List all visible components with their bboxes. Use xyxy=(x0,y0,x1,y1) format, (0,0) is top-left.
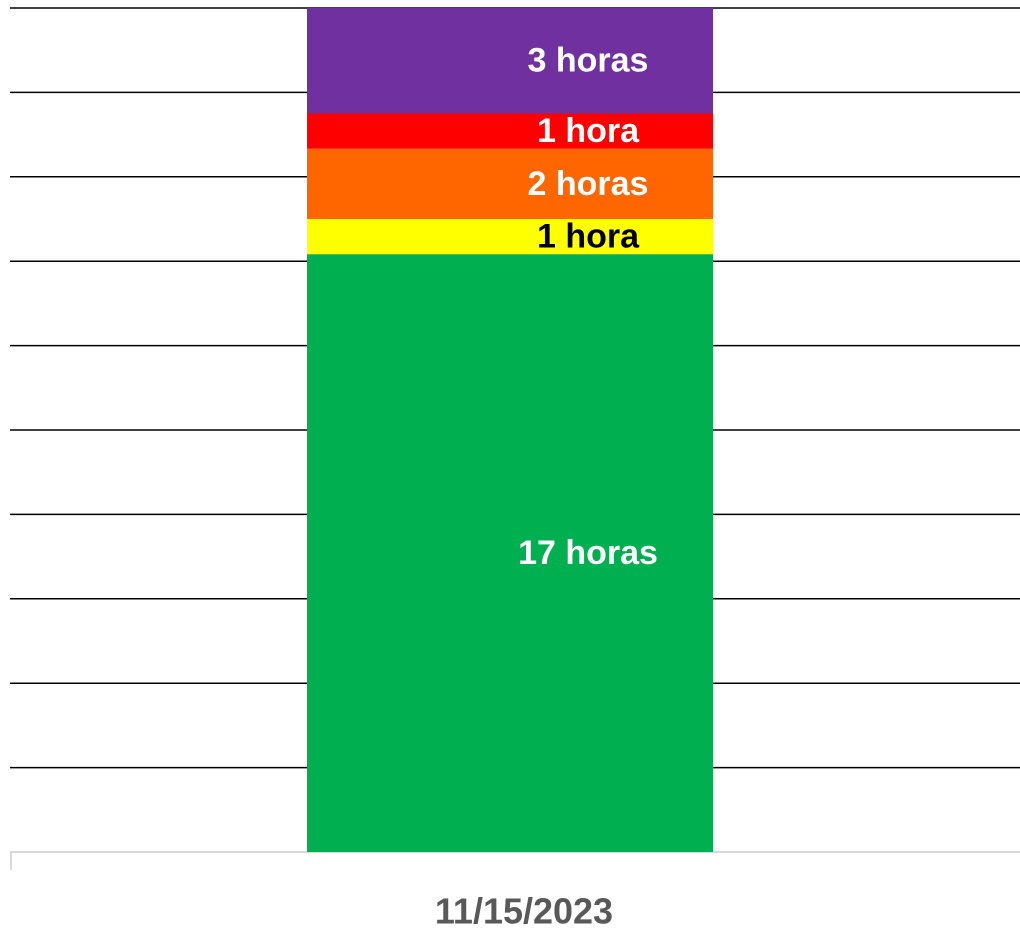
x-tick-label: 11/15/2023 xyxy=(435,891,613,932)
data-label: 17 horas xyxy=(518,534,658,572)
bar-segment xyxy=(307,219,713,255)
bar-segment xyxy=(307,148,713,219)
data-label: 1 hora xyxy=(537,218,640,256)
bar-segment xyxy=(307,254,713,852)
bar-segment xyxy=(307,8,713,114)
data-label: 3 horas xyxy=(528,42,649,80)
bar-segment xyxy=(307,113,713,149)
data-label: 2 horas xyxy=(528,165,649,203)
data-label: 1 hora xyxy=(537,112,640,150)
